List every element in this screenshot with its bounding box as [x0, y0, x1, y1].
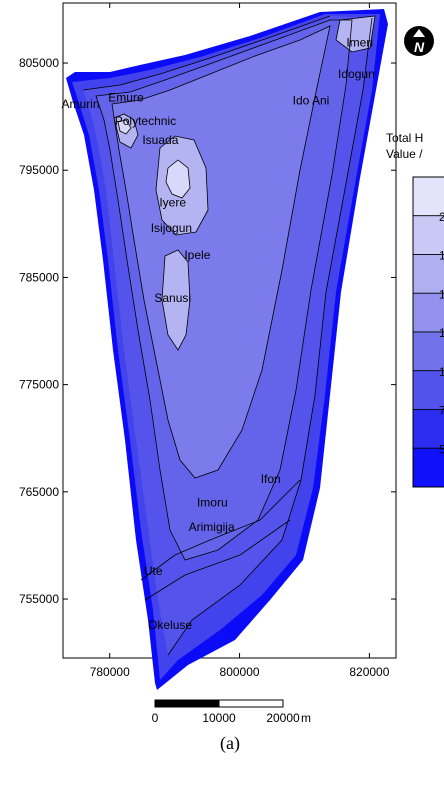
contour-line: [167, 17, 373, 656]
legend-color-ramp: [412, 176, 444, 488]
axis-ticks: 780000 800000 820000 805000 795000 785000 7750…: [19, 3, 396, 679]
contour-line: [95, 19, 353, 561]
y-axis-tick-label: 795000: [19, 163, 59, 177]
scale-unit: m: [301, 711, 311, 725]
legend-tick-label: 2: [439, 210, 444, 224]
contour-line: [155, 135, 209, 236]
scale-label-20000: 20000: [266, 711, 300, 725]
place-label: Arimigija: [189, 520, 235, 534]
legend-tick-label: 1: [439, 365, 444, 379]
place-label: Iyere: [159, 195, 186, 209]
place-label: Ido Ani: [293, 94, 330, 108]
legend-swatch: [412, 254, 444, 294]
y-axis-tick-label: 805000: [19, 56, 59, 70]
y-axis-tick-label: 765000: [19, 485, 59, 499]
north-arrow-icon: N: [404, 26, 434, 56]
legend-swatch: [412, 447, 444, 488]
contour-lines: [82, 15, 376, 656]
place-label: Idogun: [338, 67, 375, 81]
place-label: Isuada: [142, 133, 178, 147]
contour-band-6-north: [336, 16, 375, 52]
figure-caption: (a): [220, 733, 240, 753]
place-label: Ute: [144, 564, 163, 578]
scale-bar-white-segment: [218, 699, 284, 708]
legend-tick-labels: 2 1 1 1 1 7 5: [439, 210, 444, 457]
place-label: Ipele: [184, 248, 210, 262]
contour-line: [335, 15, 376, 53]
contour-line: [140, 479, 301, 581]
place-label: Imeri: [346, 36, 373, 50]
legend-tick-label: 1: [439, 249, 444, 263]
place-label: Emure: [108, 90, 144, 104]
legend-title-line-2: Value /: [386, 147, 423, 161]
legend-tick-label: 1: [439, 287, 444, 301]
x-axis-tick-label: 800000: [220, 665, 260, 679]
scale-label-10000: 10000: [202, 711, 236, 725]
y-axis-tick-label: 785000: [19, 270, 59, 284]
contour-line: [111, 25, 331, 479]
legend-swatch: [412, 292, 444, 333]
place-label: Amurin: [62, 97, 100, 111]
legend-title-line-1: Total H: [386, 131, 424, 145]
y-axis-tick-label: 755000: [19, 592, 59, 606]
place-label: Okeluse: [148, 618, 192, 632]
scale-bar-black-segment: [155, 700, 219, 707]
legend-tick-label: 7: [439, 404, 444, 418]
contour-band-7-core: [166, 160, 190, 198]
contour-line: [113, 113, 139, 149]
y-axis-tick-label: 775000: [19, 378, 59, 392]
legend: 2 1 1 1 1 7 5: [412, 176, 444, 488]
contour-line: [117, 119, 132, 135]
x-axis-tick-label: 780000: [90, 665, 130, 679]
place-label: Imoru: [197, 496, 228, 510]
legend-frame: [412, 176, 444, 488]
contour-line: [165, 159, 191, 199]
x-axis-tick-label: 820000: [349, 665, 389, 679]
legend-swatch: [412, 331, 444, 372]
contour-line: [161, 249, 191, 351]
place-labels: Imeri Idogun Ido Ani Amurin Emure Polytechnic…: [62, 36, 375, 632]
scale-label-0: 0: [152, 711, 159, 725]
legend-title: Total H Value /: [386, 130, 423, 162]
contour-band-5: [112, 26, 330, 478]
contour-band-6-south: [162, 250, 190, 350]
legend-tick-label: 1: [439, 326, 444, 340]
place-label: Sanusi: [154, 291, 191, 305]
place-label: Ifon: [261, 472, 281, 486]
scale-bar-outline: [154, 699, 284, 708]
contour-line: [82, 15, 331, 91]
legend-swatch: [412, 176, 444, 217]
place-label: Polytechnic: [115, 114, 176, 128]
place-label: Isijogun: [151, 221, 192, 235]
contour-line: [144, 519, 291, 601]
scale-bar: 0 10000 20000 m: [152, 699, 311, 725]
legend-tick-label: 5: [439, 442, 444, 456]
contour-map-body: [66, 9, 388, 690]
north-arrow-letter: N: [414, 39, 425, 55]
